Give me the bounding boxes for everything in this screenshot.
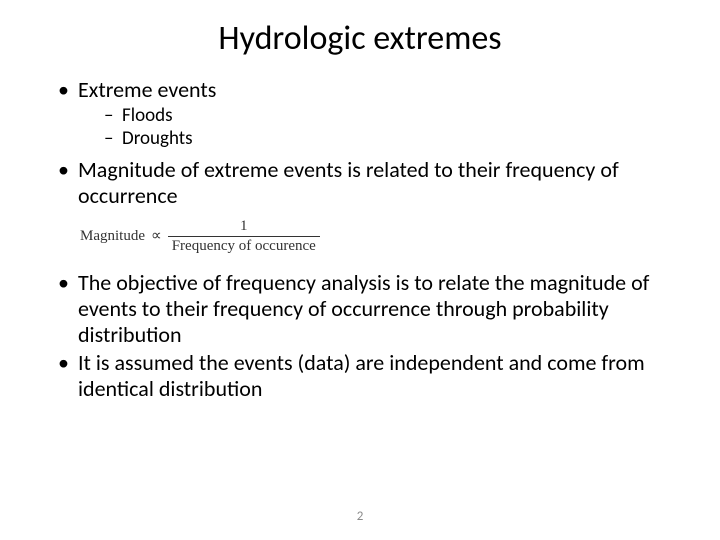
formula-lhs: Magnitude xyxy=(80,228,145,246)
formula-numerator: 1 xyxy=(236,218,252,235)
sub-bullet-list: Floods Droughts xyxy=(78,105,680,151)
bullet-text: Extreme events xyxy=(78,76,216,103)
sub-bullet-item: Droughts xyxy=(104,128,680,151)
proportional-symbol: ∝ xyxy=(151,228,162,246)
bullet-list: The objective of frequency analysis is t… xyxy=(40,270,680,402)
sub-bullet-text: Droughts xyxy=(122,127,193,150)
formula: Magnitude ∝ 1 Frequency of occurence xyxy=(80,218,320,254)
bullet-text: Magnitude of extreme events is related t… xyxy=(78,156,619,209)
sub-bullet-text: Floods xyxy=(122,104,173,127)
bullet-list: Extreme events Floods Droughts Magnitude… xyxy=(40,77,680,208)
slide-content: Extreme events Floods Droughts Magnitude… xyxy=(40,77,680,402)
bullet-text: It is assumed the events (data) are inde… xyxy=(78,349,645,402)
bullet-item: Extreme events Floods Droughts xyxy=(58,77,680,151)
bullet-text: The objective of frequency analysis is t… xyxy=(78,269,649,348)
bullet-item: Magnitude of extreme events is related t… xyxy=(58,157,680,209)
formula-denominator: Frequency of occurence xyxy=(168,238,320,255)
fraction-line xyxy=(168,236,320,237)
formula-fraction: 1 Frequency of occurence xyxy=(168,218,320,254)
formula-block: Magnitude ∝ 1 Frequency of occurence xyxy=(40,218,680,254)
bullet-item: It is assumed the events (data) are inde… xyxy=(58,350,680,402)
bullet-item: The objective of frequency analysis is t… xyxy=(58,270,680,348)
sub-bullet-item: Floods xyxy=(104,105,680,128)
slide: Hydrologic extremes Extreme events Flood… xyxy=(0,0,720,540)
slide-title: Hydrologic extremes xyxy=(40,18,680,59)
page-number: 2 xyxy=(0,509,720,524)
